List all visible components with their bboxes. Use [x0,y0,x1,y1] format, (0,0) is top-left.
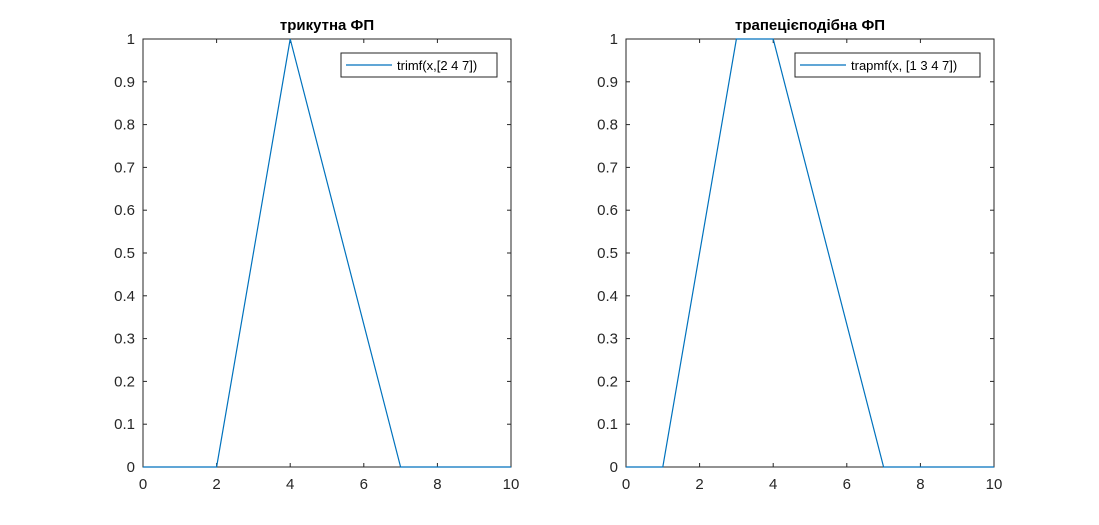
x-tick-label: 4 [286,476,294,493]
x-tick-label: 2 [695,476,703,493]
plot-trapmf: 0 2 4 6 8 10 0 0.1 0.2 0.3 0.4 0.5 0.6 0.7 0.8 0.9 1 трап… [597,17,1002,493]
y-tick-label: 0.5 [114,245,135,262]
x-tick-label: 0 [139,476,147,493]
y-tick-label: 0.7 [114,159,135,176]
legend-box [794,52,981,78]
y-tick-label: 0.6 [114,202,135,219]
y-tick-label: 0.4 [114,288,135,305]
x-tick-label: 6 [360,476,368,493]
y-tick-label: 0.8 [597,117,618,134]
y-tick-label: 0.7 [597,159,618,176]
legend: trapmf(x, [1 3 4 7]) [794,52,981,78]
x-tick-label: 6 [843,476,851,493]
y-tick-label: 0.6 [597,202,618,219]
y-tick-label: 0.2 [597,373,618,390]
y-tick-label: 0.3 [114,331,135,348]
x-tick-label: 8 [916,476,924,493]
y-tick-label: 0.5 [597,245,618,262]
legend: trimf(x,[2 4 7]) [340,52,498,78]
legend-label: trapmf(x, [1 3 4 7]) [851,58,957,73]
axes-box [625,38,995,468]
y-tick-label: 0.1 [597,416,618,433]
y-tick-label: 0.1 [114,416,135,433]
y-tick-label: 0 [127,459,135,476]
y-tick-label: 1 [127,31,135,48]
chart-title: трапецієподібна ФП [735,17,885,34]
x-tick-label: 2 [212,476,220,493]
y-tick-label: 0.8 [114,117,135,134]
y-tick-label: 0.3 [597,331,618,348]
x-tick-label: 10 [986,476,1003,493]
y-tick-label: 0.2 [114,373,135,390]
plot-trimf: 0 2 4 6 8 10 0 0.1 0.2 0.3 0.4 0.5 0.6 0.7 0.8 0.9 1 трик… [114,17,519,493]
series-line [626,38,994,468]
x-tick-label: 8 [433,476,441,493]
y-tick-label: 1 [610,31,618,48]
x-tick-label: 0 [622,476,630,493]
y-tick-label: 0.9 [114,74,135,91]
chart-title: трикутна ФП [280,17,374,34]
y-tick-label: 0.4 [597,288,618,305]
x-tick-label: 4 [769,476,777,493]
series-line [143,38,511,468]
y-tick-label: 0 [610,459,618,476]
axes-box [142,38,512,468]
x-tick-label: 10 [503,476,520,493]
legend-label: trimf(x,[2 4 7]) [397,58,477,73]
y-tick-label: 0.9 [597,74,618,91]
